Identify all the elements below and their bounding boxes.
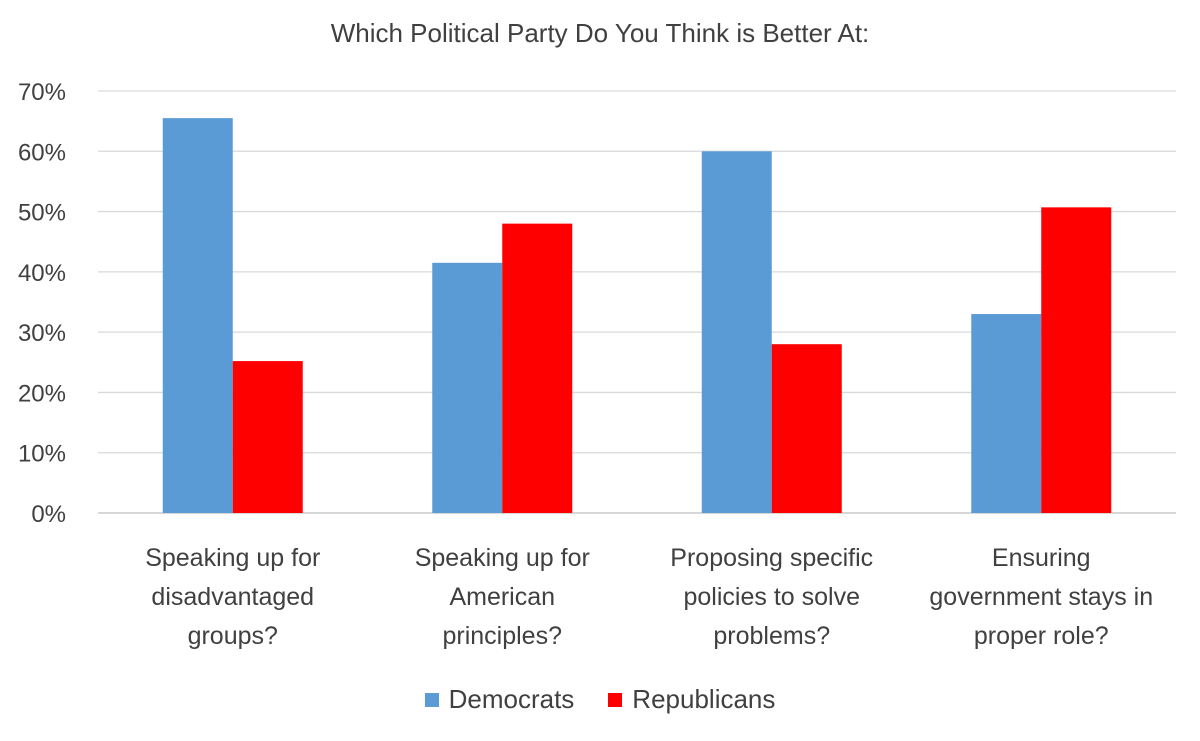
x-category-label: Speaking up for disadvantaged groups? [145, 544, 320, 650]
bar-democrats [432, 262, 503, 513]
y-tick-label: 30% [18, 320, 66, 347]
legend-swatch-republicans [608, 692, 623, 707]
x-category-label-line: policies to solve [684, 583, 860, 611]
bar-democrats [971, 314, 1042, 513]
x-category-label-line: government stays in [929, 583, 1153, 611]
chart-title: Which Political Party Do You Think is Be… [330, 18, 870, 48]
y-tick-label: 70% [18, 79, 66, 106]
x-category-label-line: Proposing specific [670, 544, 873, 572]
x-category-label-line: disadvantaged [151, 583, 314, 611]
legend: Democrats Republicans [0, 684, 1200, 715]
x-category-label-line: Ensuring [992, 544, 1091, 572]
x-category-label-line: Speaking up for [145, 544, 320, 572]
y-tick-label: 0% [31, 501, 66, 528]
x-category-label-line: American [449, 583, 555, 611]
legend-item-republicans: Republicans [608, 684, 775, 715]
x-category-label: Proposing specific policies to solve probl… [670, 544, 873, 650]
y-tick-label: 20% [18, 380, 66, 407]
x-category-label-line: groups? [188, 622, 278, 650]
bar-republicans [502, 223, 573, 513]
x-category-label-line: Speaking up for [415, 544, 590, 572]
y-tick-label: 60% [18, 139, 66, 166]
bar-democrats [701, 151, 772, 514]
x-category-label-line: principles? [442, 622, 562, 650]
y-tick-label: 40% [18, 260, 66, 287]
x-category-label-line: proper role? [974, 622, 1109, 650]
bar-democrats [162, 118, 233, 513]
x-category-label-line: problems? [713, 622, 830, 650]
legend-swatch-democrats [424, 692, 439, 707]
y-tick-label: 10% [18, 441, 66, 468]
legend-item-democrats: Democrats [424, 684, 575, 715]
bar-republicans [1041, 207, 1112, 513]
y-tick-label: 50% [18, 200, 66, 227]
legend-label-republicans: Republicans [632, 684, 776, 714]
x-category-label: Speaking up for American principles? [415, 544, 590, 650]
bar-republicans [771, 344, 842, 513]
legend-label-democrats: Democrats [448, 684, 575, 714]
bar-republicans [232, 361, 303, 513]
x-category-label: Ensuring government stays in proper role? [929, 544, 1153, 650]
